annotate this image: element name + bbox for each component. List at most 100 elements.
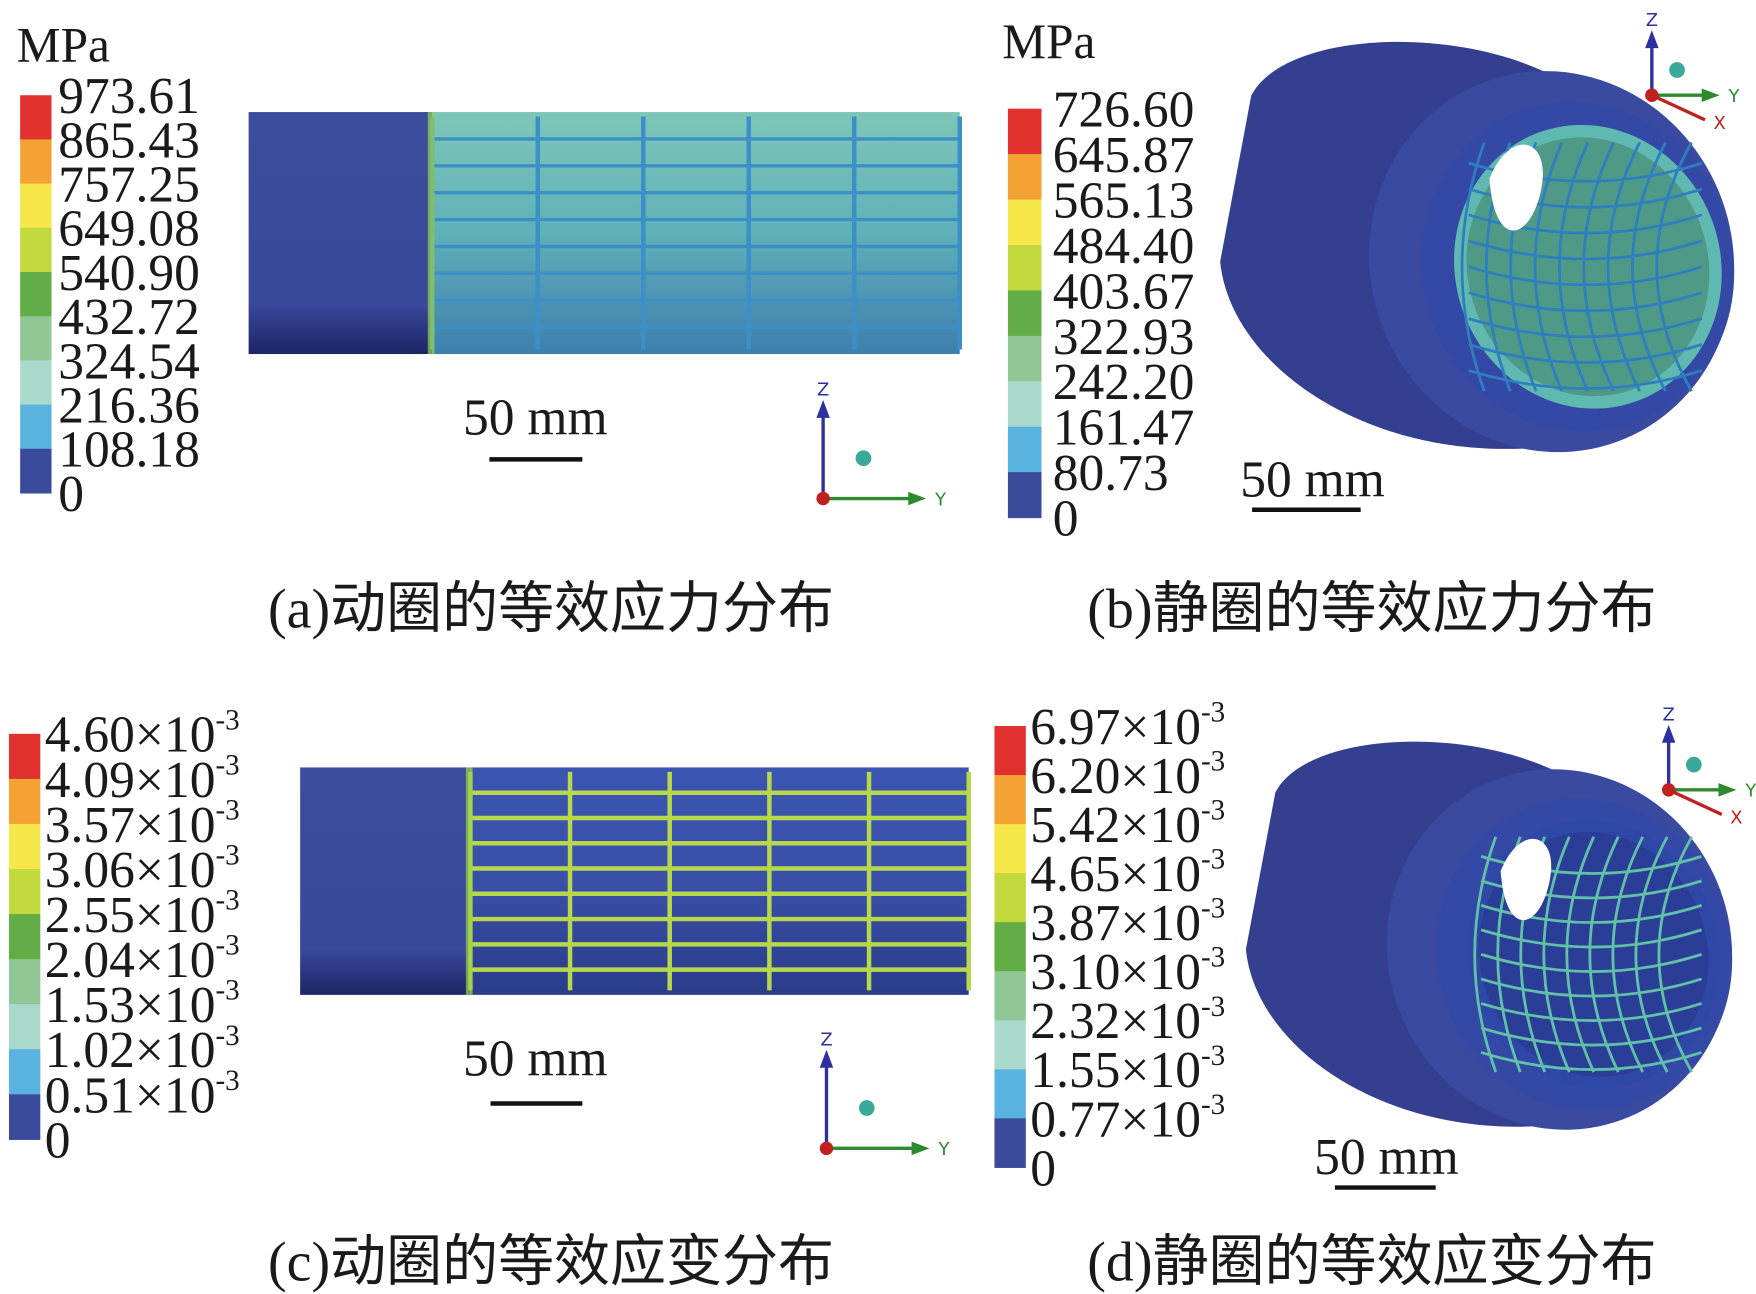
- rib: [1657, 836, 1693, 1073]
- legend-label: 2.04×10-3: [45, 930, 240, 989]
- z-head: [819, 1049, 834, 1068]
- legend-band: [20, 316, 52, 361]
- axis-triad: Z YX: [1661, 704, 1756, 828]
- legend-exponent: -3: [1201, 991, 1225, 1023]
- legend-mantissa: 3.57×10: [45, 797, 216, 854]
- legend-label: 0: [1053, 491, 1079, 548]
- scale-bar-label: 50 mm: [463, 390, 608, 447]
- legend-band: [1007, 472, 1042, 519]
- legend-label: 484.40: [1053, 218, 1195, 275]
- legend-band: [20, 360, 52, 406]
- panel-caption: (a)动圈的等效应力分布: [268, 578, 834, 640]
- scale-bar-label: 50 mm: [1314, 1129, 1459, 1186]
- legend-band: [8, 778, 41, 825]
- legend-label: 3.06×10-3: [45, 840, 240, 899]
- y-head: [908, 491, 927, 506]
- rib: [1468, 317, 1703, 339]
- axis-triad: ZY: [816, 379, 946, 510]
- hub: [248, 112, 433, 355]
- legend-label: 108.18: [58, 422, 200, 479]
- legend-label: 540.90: [58, 245, 200, 302]
- legend-label: 5.42×10-3: [1030, 795, 1225, 854]
- panel-caption: (d)静圈的等效应变分布: [1087, 1232, 1656, 1294]
- legend-exponent: -3: [1201, 1089, 1225, 1121]
- rib: [1480, 928, 1702, 949]
- rib: [1460, 141, 1486, 392]
- legend-exponent: -3: [215, 1020, 239, 1052]
- legend-mantissa: 1.02×10: [45, 1022, 216, 1079]
- hole: [1500, 838, 1552, 921]
- legend-band: [8, 823, 41, 870]
- rib: [1655, 141, 1693, 392]
- artwork: MPa973.61865.43757.25649.08540.90432.723…: [8, 10, 1756, 1294]
- legend-band: [8, 733, 41, 780]
- legend-band: [20, 404, 52, 450]
- legend-label: 216.36: [58, 377, 200, 434]
- rib: [1533, 141, 1564, 392]
- axis-label: X: [1713, 113, 1725, 134]
- edge: [465, 767, 473, 995]
- legend-exponent: -3: [215, 975, 239, 1007]
- legend-band: [8, 869, 41, 915]
- cylinder-iso-view: [1245, 741, 1733, 1130]
- y-head: [1701, 88, 1720, 102]
- legend-band: [1007, 154, 1042, 201]
- legend-band: [994, 725, 1026, 776]
- legend-band: [1007, 199, 1042, 246]
- rib: [1631, 141, 1667, 392]
- legend-label: 1.55×10-3: [1030, 1040, 1225, 1099]
- panel-caption: (c)动圈的等效应变分布: [268, 1232, 834, 1294]
- rib: [1480, 1002, 1702, 1022]
- axis-label: Z: [817, 379, 829, 400]
- rib: [1582, 141, 1616, 392]
- legend-band: [1007, 108, 1042, 155]
- legend-exponent: -3: [1201, 795, 1225, 827]
- legend-exponent: -3: [215, 840, 239, 872]
- z-head: [1661, 724, 1676, 743]
- legend-label: 4.60×10-3: [45, 704, 240, 763]
- legend-mantissa: 0.51×10: [45, 1067, 216, 1124]
- legend-band: [8, 1004, 41, 1050]
- legend-label: 3.87×10-3: [1030, 893, 1225, 952]
- legend-exponent: -3: [215, 1065, 239, 1097]
- origin: [819, 1141, 834, 1156]
- panel-caption: (b)静圈的等效应力分布: [1087, 578, 1656, 640]
- rib: [1480, 953, 1702, 973]
- legend-label: 2.32×10-3: [1030, 991, 1225, 1050]
- legend-label: 4.65×10-3: [1030, 844, 1225, 903]
- legend-exponent: -3: [215, 885, 239, 917]
- ball: [1669, 62, 1685, 78]
- legend-mantissa: 4.09×10: [45, 752, 216, 809]
- cylinder-iso-view: [1220, 41, 1735, 453]
- legend-exponent: -3: [1201, 696, 1225, 728]
- rib: [1468, 369, 1703, 390]
- legend-label: 6.97×10-3: [1030, 696, 1225, 755]
- legend-label: 726.60: [1053, 82, 1195, 139]
- legend-mantissa: 6.97×10: [1030, 699, 1201, 756]
- legend-band: [20, 139, 52, 185]
- legend-mantissa: 0.77×10: [1030, 1091, 1201, 1148]
- rib: [1480, 904, 1702, 924]
- legend-exponent: -3: [1201, 844, 1225, 876]
- legend-label: 865.43: [58, 112, 200, 169]
- ball: [1686, 756, 1702, 773]
- legend-mantissa: 1.55×10: [1030, 1042, 1201, 1099]
- y-head: [1718, 783, 1737, 797]
- legend-band: [8, 1049, 41, 1095]
- legend-exponent: -3: [1201, 746, 1225, 778]
- axis-label: X: [1730, 807, 1742, 828]
- color-legend: 6.97×10-36.20×10-35.42×10-34.65×10-33.87…: [994, 696, 1225, 1197]
- z-head: [1645, 30, 1659, 49]
- legend-label: 161.47: [1053, 400, 1195, 457]
- legend-label: 403.67: [1053, 263, 1195, 320]
- axis-triad: ZY: [819, 1029, 949, 1160]
- legend-band: [1007, 290, 1042, 337]
- axis-label: Y: [937, 1139, 949, 1160]
- legend-band: [1007, 335, 1042, 382]
- ball: [858, 1100, 875, 1116]
- legend-band: [20, 95, 52, 140]
- legend-band: [20, 271, 52, 317]
- legend-label: 1.53×10-3: [45, 975, 240, 1034]
- rib: [1588, 836, 1620, 1073]
- legend-mantissa: 4.60×10: [45, 707, 216, 764]
